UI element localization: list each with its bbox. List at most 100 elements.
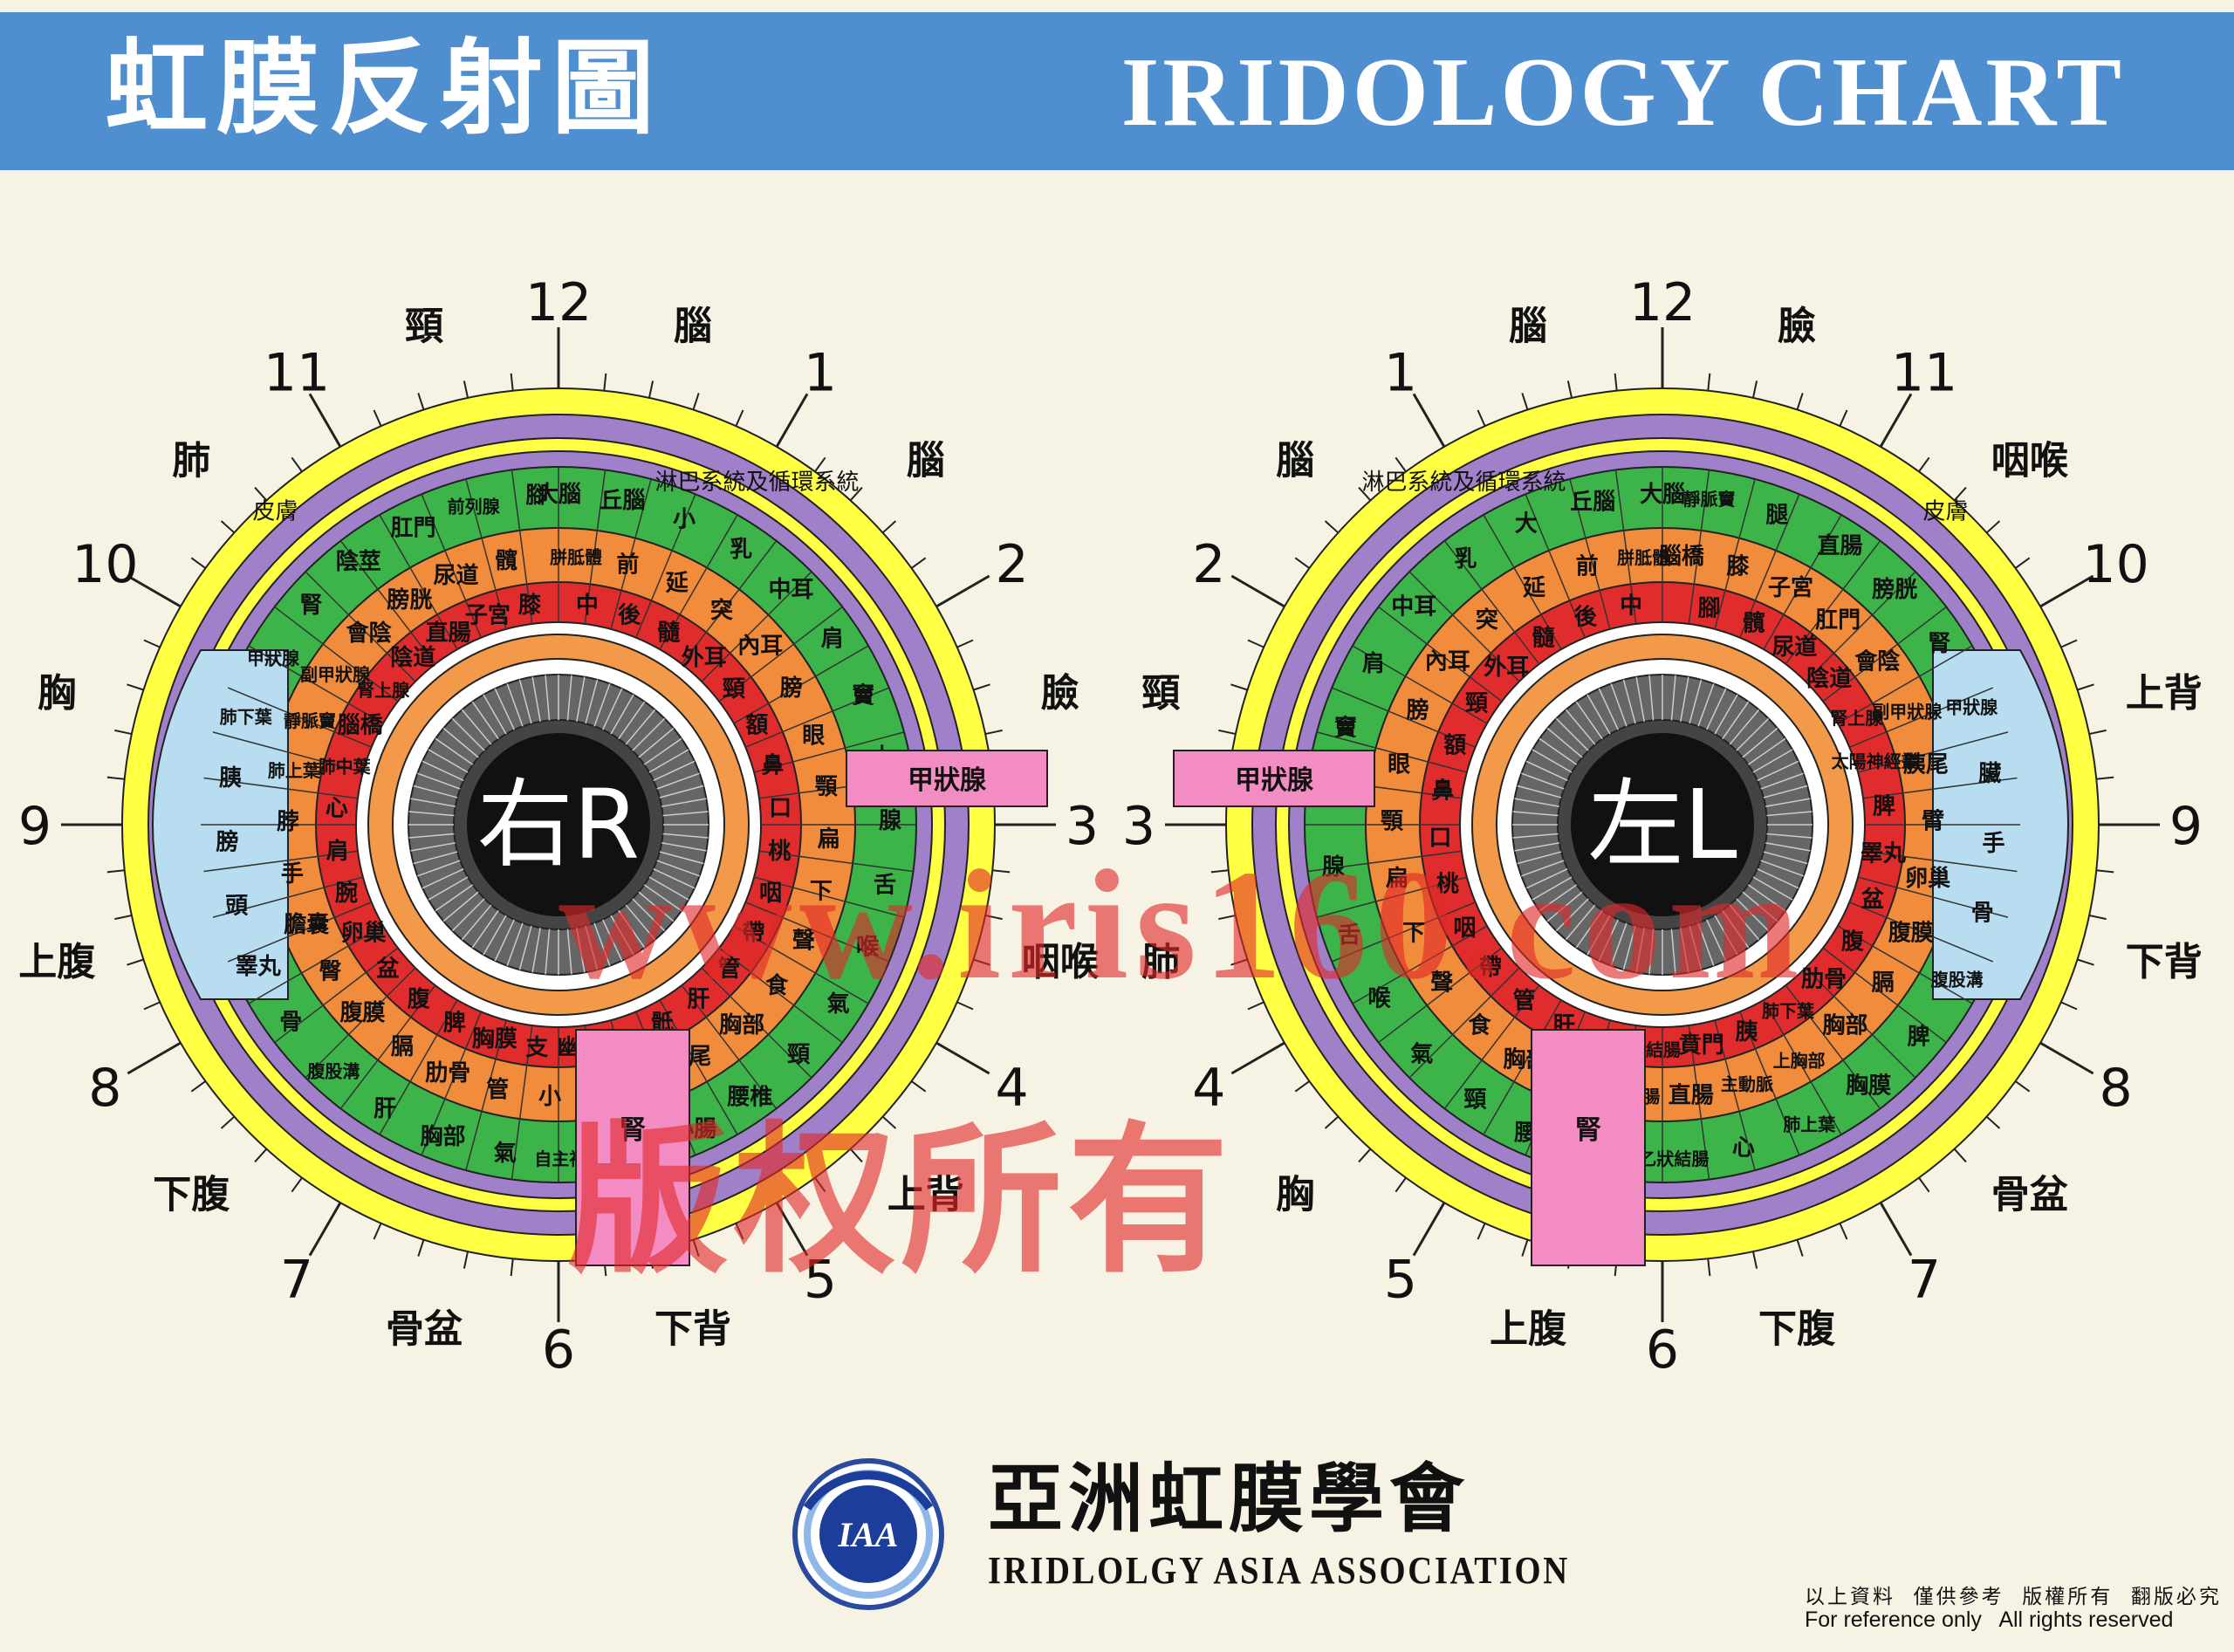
organ-label: 口 bbox=[1429, 825, 1451, 851]
clock-tick bbox=[2096, 869, 2114, 874]
organ-label: 腎上腺 bbox=[357, 680, 410, 701]
thyroid-box bbox=[1173, 750, 1375, 807]
stomach-spoke bbox=[1565, 709, 1596, 745]
organ-label: 髓 bbox=[657, 620, 681, 646]
sector-divider bbox=[1739, 493, 1800, 638]
pupil-label: 右R bbox=[477, 769, 640, 881]
stomach-spoke bbox=[648, 876, 689, 901]
kidney-label: 腎 bbox=[620, 1115, 646, 1146]
organ-label: 管 bbox=[486, 1077, 509, 1103]
organ-label: 膽囊 bbox=[283, 911, 329, 938]
clock-tick bbox=[881, 520, 897, 534]
stomach-spoke bbox=[428, 876, 469, 901]
stomach-spoke bbox=[1736, 717, 1770, 751]
org-name-chinese: 亞洲虹膜學會 bbox=[988, 1455, 1470, 1543]
sector-divider bbox=[753, 876, 905, 918]
watermark-url: www.iris160.com bbox=[558, 838, 1806, 1011]
clock-tick bbox=[1412, 393, 1446, 448]
organ-label: 脾 bbox=[442, 1010, 466, 1036]
body-zone-label: 咽喉 bbox=[1022, 940, 1100, 984]
organ-label: 管 bbox=[718, 956, 741, 983]
organ-label: 睪丸 bbox=[1861, 840, 1907, 867]
clock-tick bbox=[648, 380, 654, 399]
organ-label: 口 bbox=[769, 795, 791, 821]
organ-label: 胸膜 bbox=[1846, 1073, 1891, 1100]
organ-label: 丘腦 bbox=[1570, 489, 1615, 515]
stomach-spoke bbox=[531, 928, 541, 973]
clock-tick bbox=[1707, 1258, 1711, 1277]
organ-label: 頸 bbox=[1463, 1087, 1487, 1114]
sector-divider bbox=[379, 999, 458, 1135]
sector-divider bbox=[1316, 731, 1468, 773]
stomach-spoke bbox=[442, 727, 479, 758]
stomach-spoke bbox=[1512, 833, 1559, 839]
clock-tick bbox=[510, 1258, 514, 1277]
clock-tick bbox=[190, 1080, 207, 1093]
stomach-spoke bbox=[1766, 833, 1813, 839]
stomach-spoke bbox=[1757, 760, 1799, 781]
stomach-spoke bbox=[1722, 909, 1750, 949]
clock-number: 8 bbox=[2100, 1058, 2133, 1119]
body-zone-label: 上腹 bbox=[1490, 1307, 1567, 1352]
sector-divider bbox=[339, 984, 436, 1109]
organ-label: 腺 bbox=[1321, 854, 1346, 881]
stomach-spoke bbox=[610, 694, 634, 735]
clock-tick bbox=[2077, 958, 2094, 966]
sector-divider bbox=[745, 901, 890, 963]
clock-tick bbox=[1796, 393, 1804, 410]
pupil bbox=[1571, 733, 1754, 916]
sector-divider bbox=[1805, 571, 1916, 682]
header-top-edge bbox=[0, 0, 2234, 12]
stomach-spoke bbox=[1546, 727, 1583, 758]
organ-label: 臂 bbox=[1922, 809, 1944, 835]
clock-tick bbox=[143, 639, 161, 648]
clock-tick bbox=[735, 409, 744, 427]
stomach-spoke bbox=[417, 860, 461, 877]
stomach-spoke bbox=[435, 737, 474, 765]
clock-tick bbox=[775, 1202, 809, 1257]
organ-label: 帶 bbox=[1479, 955, 1502, 981]
stomach-spoke bbox=[417, 772, 461, 790]
organ-label: 腎 bbox=[1928, 631, 1950, 657]
stomach-spoke bbox=[656, 772, 700, 790]
organ-label: 副甲狀腺 bbox=[300, 664, 371, 685]
stomach-spoke bbox=[1598, 688, 1619, 730]
organ-label: 眼 bbox=[1388, 751, 1410, 778]
clock-tick bbox=[1294, 557, 1311, 569]
sector-divider bbox=[733, 645, 869, 724]
stomach-spoke bbox=[625, 709, 656, 745]
stomach-spoke bbox=[545, 929, 551, 975]
sector-divider bbox=[1739, 1011, 1800, 1156]
sector-divider bbox=[659, 514, 738, 650]
organ-label: 中 bbox=[576, 593, 599, 619]
clock-tick bbox=[1839, 409, 1848, 427]
clock-number: 5 bbox=[804, 1250, 837, 1311]
organ-label: 丘腦 bbox=[600, 488, 645, 514]
sector-divider bbox=[203, 777, 359, 799]
sector-divider bbox=[1316, 876, 1468, 918]
stomach-spoke bbox=[442, 891, 479, 922]
stomach-spoke bbox=[653, 868, 696, 889]
organ-label: 髖 bbox=[495, 548, 517, 574]
organ-label: 膀胱 bbox=[1871, 576, 1917, 603]
sector-divider bbox=[1483, 999, 1562, 1135]
sector-divider bbox=[1849, 687, 1994, 748]
stomach-spoke bbox=[1757, 868, 1799, 889]
body-zone-label: 肺 bbox=[172, 438, 210, 483]
body-zone-label: 腦 bbox=[674, 304, 712, 348]
clock-tick bbox=[2077, 683, 2094, 691]
clock-number: 9 bbox=[18, 796, 51, 857]
sector-divider bbox=[635, 493, 696, 638]
organ-label: 髓 bbox=[1532, 626, 1556, 652]
body-zone-label: 骨盆 bbox=[1991, 1173, 2068, 1217]
clock-tick bbox=[1953, 1148, 1967, 1163]
organ-label: 扁 bbox=[1386, 866, 1408, 892]
clock-tick bbox=[956, 639, 974, 648]
sector-divider bbox=[1849, 901, 1994, 963]
organ-label: 睪丸 bbox=[236, 954, 282, 980]
clock-number: 6 bbox=[542, 1320, 575, 1381]
clock-tick bbox=[510, 373, 514, 391]
sector-divider bbox=[274, 606, 399, 703]
organ-label: 後 bbox=[1574, 604, 1598, 631]
stomach-spoke bbox=[1598, 919, 1619, 962]
